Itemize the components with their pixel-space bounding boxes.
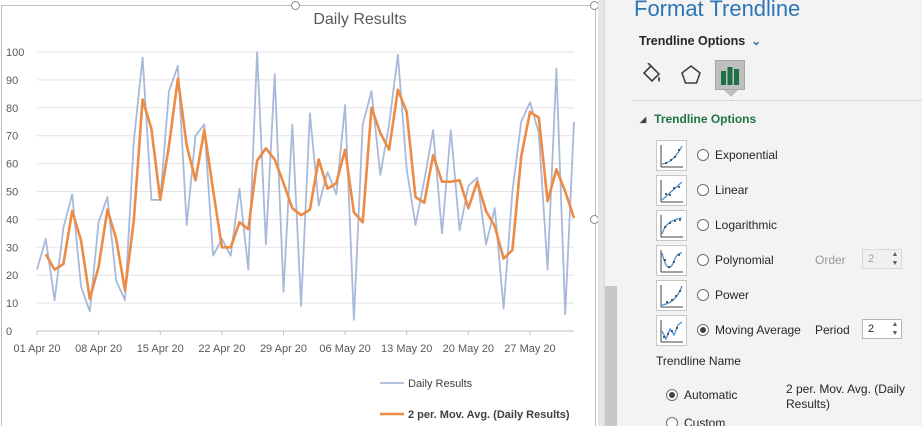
option-exponential[interactable]: Exponential	[656, 139, 778, 171]
x-tick-label: 20 May 20	[443, 343, 494, 355]
moving-average-icon	[656, 314, 687, 346]
y-tick-label: 40	[6, 214, 18, 226]
option-label[interactable]: Moving Average	[715, 323, 801, 337]
trendline-options-dropdown[interactable]: Trendline Options ⌄	[639, 34, 761, 48]
option-label[interactable]: Linear	[715, 183, 749, 197]
x-tick-label: 15 Apr 20	[137, 343, 184, 355]
y-tick-label: 50	[6, 187, 18, 199]
x-tick-label: 13 May 20	[381, 343, 432, 355]
radio-moving-average[interactable]	[697, 324, 709, 336]
paint-bucket-icon	[642, 63, 661, 83]
tab-effects[interactable]	[676, 60, 706, 90]
logarithmic-curve-icon	[656, 209, 687, 241]
x-tick-label: 01 Apr 20	[13, 343, 60, 355]
radio-polynomial[interactable]	[697, 254, 709, 266]
pane-divider[interactable]	[598, 0, 604, 426]
y-tick-label: 30	[6, 242, 18, 254]
option-power[interactable]: Power	[656, 279, 749, 311]
y-tick-label: 0	[6, 326, 12, 338]
automatic-label[interactable]: Automatic	[684, 388, 738, 402]
bar-chart-icon	[721, 67, 739, 85]
x-tick-label: 22 Apr 20	[198, 343, 245, 355]
radio-power[interactable]	[697, 289, 709, 301]
radio-logarithmic[interactable]	[697, 219, 709, 231]
legend-label: Daily Results	[408, 378, 473, 390]
radio-custom[interactable]	[666, 417, 678, 426]
x-tick-label: 29 Apr 20	[260, 343, 307, 355]
radio-exponential[interactable]	[697, 149, 709, 161]
period-label: Period	[815, 323, 850, 337]
collapse-triangle-icon: ◢	[640, 114, 647, 124]
pentagon-icon	[681, 64, 701, 84]
y-tick-label: 90	[6, 75, 18, 87]
y-tick-label: 80	[6, 103, 18, 115]
section-title: Trendline Options	[654, 112, 757, 126]
line-chart: Daily Results 0 10 20 30 40 50 60 70 80 90 100 01 Ap…	[6, 11, 576, 421]
option-moving-average[interactable]: Moving Average	[656, 314, 801, 346]
pane-title: Format Trendline	[634, 0, 801, 21]
automatic-name-value: 2 per. Mov. Avg. (Daily Results)	[786, 382, 905, 411]
polynomial-curve-icon	[656, 244, 687, 276]
custom-label[interactable]: Custom	[684, 416, 726, 426]
x-tick-label: 08 Apr 20	[75, 343, 122, 355]
option-polynomial[interactable]: Polynomial	[656, 244, 774, 276]
option-linear[interactable]: Linear	[656, 174, 748, 206]
resize-handle-top[interactable]	[291, 1, 300, 10]
radio-linear[interactable]	[697, 184, 709, 196]
order-label: Order	[815, 253, 846, 267]
order-spinner: 2 ▲ ▼	[862, 249, 902, 269]
y-tick-label: 60	[6, 159, 18, 171]
spinner-arrows-icon: ▲ ▼	[891, 251, 899, 267]
option-custom-name[interactable]: Custom	[666, 416, 725, 426]
section-trendline-options[interactable]: ◢ Trendline Options	[640, 112, 756, 126]
y-tick-label: 20	[6, 270, 18, 282]
radio-automatic[interactable]	[666, 389, 678, 401]
y-tick-label: 70	[6, 131, 18, 143]
tab-separator	[632, 100, 922, 101]
option-automatic-name[interactable]: Automatic	[666, 388, 737, 402]
period-value[interactable]: 2	[868, 323, 875, 335]
x-tick-label: 27 May 20	[504, 343, 555, 355]
option-label[interactable]: Power	[715, 288, 750, 302]
option-logarithmic[interactable]: Logarithmic	[656, 209, 777, 241]
linear-trend-icon	[656, 174, 687, 206]
legend-label: 2 per. Mov. Avg. (Daily Results)	[408, 409, 570, 421]
spinner-arrows-icon[interactable]: ▲ ▼	[891, 321, 899, 337]
format-trendline-pane: Format Trendline Trendline Options ⌄	[618, 0, 922, 426]
series-moving-average-line	[44, 77, 576, 301]
pane-subtitle-label: Trendline Options	[639, 34, 746, 48]
option-label[interactable]: Polynomial	[715, 253, 774, 267]
tab-fill-line[interactable]	[636, 60, 666, 90]
x-tick-label: 06 May 20	[319, 343, 370, 355]
trendline-name-label: Trendline Name	[656, 354, 741, 368]
exponential-curve-icon	[656, 139, 687, 171]
active-tab-indicator	[724, 90, 738, 97]
scrollbar-thumb[interactable]	[605, 286, 617, 426]
power-curve-icon	[656, 279, 687, 311]
chevron-down-icon: ⌄	[751, 34, 762, 48]
tab-series-options[interactable]	[715, 60, 745, 90]
y-tick-label: 10	[6, 298, 18, 310]
order-value: 2	[868, 253, 875, 265]
option-label[interactable]: Exponential	[715, 148, 778, 162]
series-daily-results-line	[36, 51, 575, 321]
chart-title: Daily Results	[313, 11, 406, 28]
option-label[interactable]: Logarithmic	[715, 218, 778, 232]
y-tick-label: 100	[6, 47, 24, 59]
chart-area[interactable]: Daily Results 0 10 20 30 40 50 60 70 80 90 100 01 Ap…	[0, 0, 599, 426]
period-spinner[interactable]: 2 ▲ ▼	[862, 319, 902, 339]
